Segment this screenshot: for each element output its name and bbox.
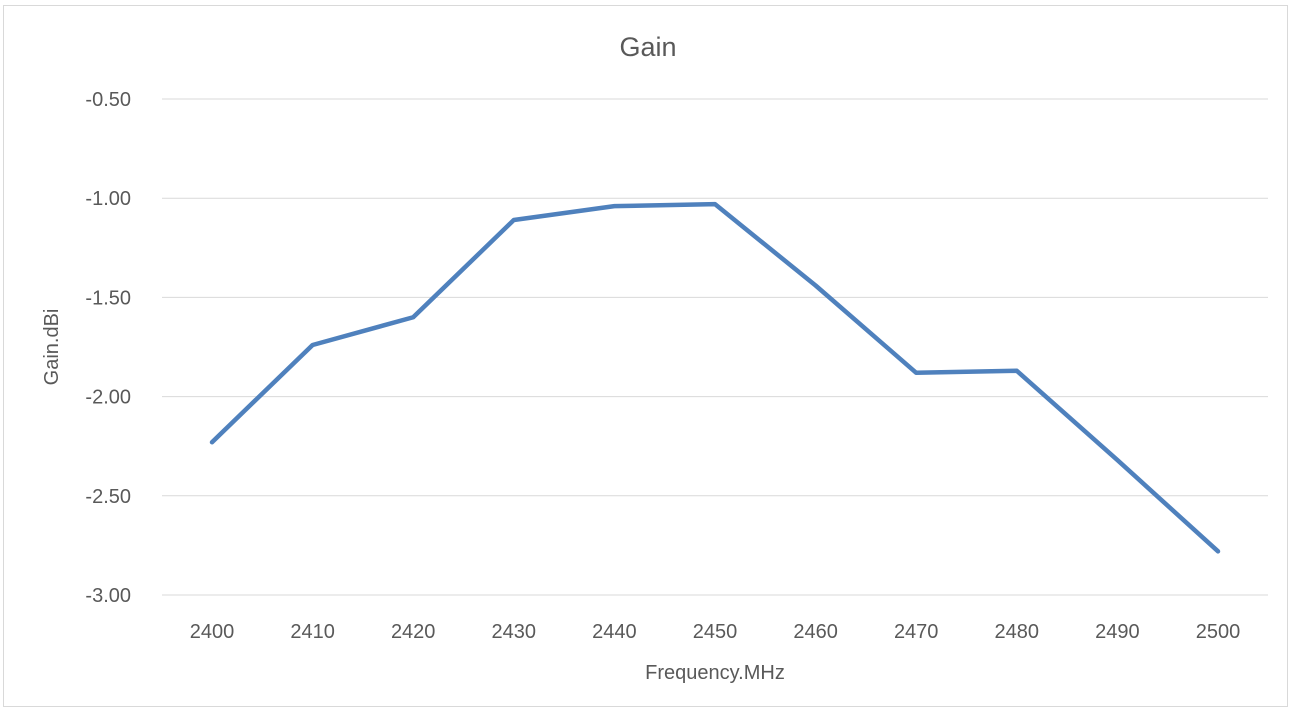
x-tick-label: 2490: [1095, 621, 1140, 643]
x-tick-label: 2400: [190, 621, 235, 643]
y-tick-label: -3.00: [85, 585, 131, 607]
chart-title: Gain: [619, 32, 676, 62]
x-tick-label: 2430: [492, 621, 537, 643]
y-tick-label: -1.00: [85, 188, 131, 210]
gridlines: [162, 98, 1268, 596]
x-tick-label: 2480: [995, 621, 1040, 643]
x-axis-label: Frequency.MHz: [645, 662, 785, 684]
x-tick-label: 2440: [592, 621, 637, 643]
x-tick-label: 2500: [1196, 621, 1241, 643]
y-tick-label: -1.50: [85, 287, 131, 309]
y-tick-label: -2.00: [85, 387, 131, 409]
x-tick-label: 2420: [391, 621, 436, 643]
y-tick-label: -0.50: [85, 89, 131, 111]
y-axis-label: Gain.dBi: [41, 309, 63, 386]
series-line: [209, 201, 1221, 554]
x-tick-label: 2450: [693, 621, 738, 643]
series-group: [209, 201, 1221, 554]
x-axis-ticks: 2400 2410 2420 2430 2440 2450 2460 2470 2480 2490…: [190, 621, 1241, 643]
x-tick-label: 2410: [290, 621, 335, 643]
y-tick-label: -2.50: [85, 486, 131, 508]
y-axis-ticks: -0.50 -1.00 -1.50 -2.00 -2.50 -3.00: [85, 89, 131, 607]
chart-frame: [3, 5, 1288, 707]
x-tick-label: 2460: [793, 621, 838, 643]
x-tick-label: 2470: [894, 621, 939, 643]
